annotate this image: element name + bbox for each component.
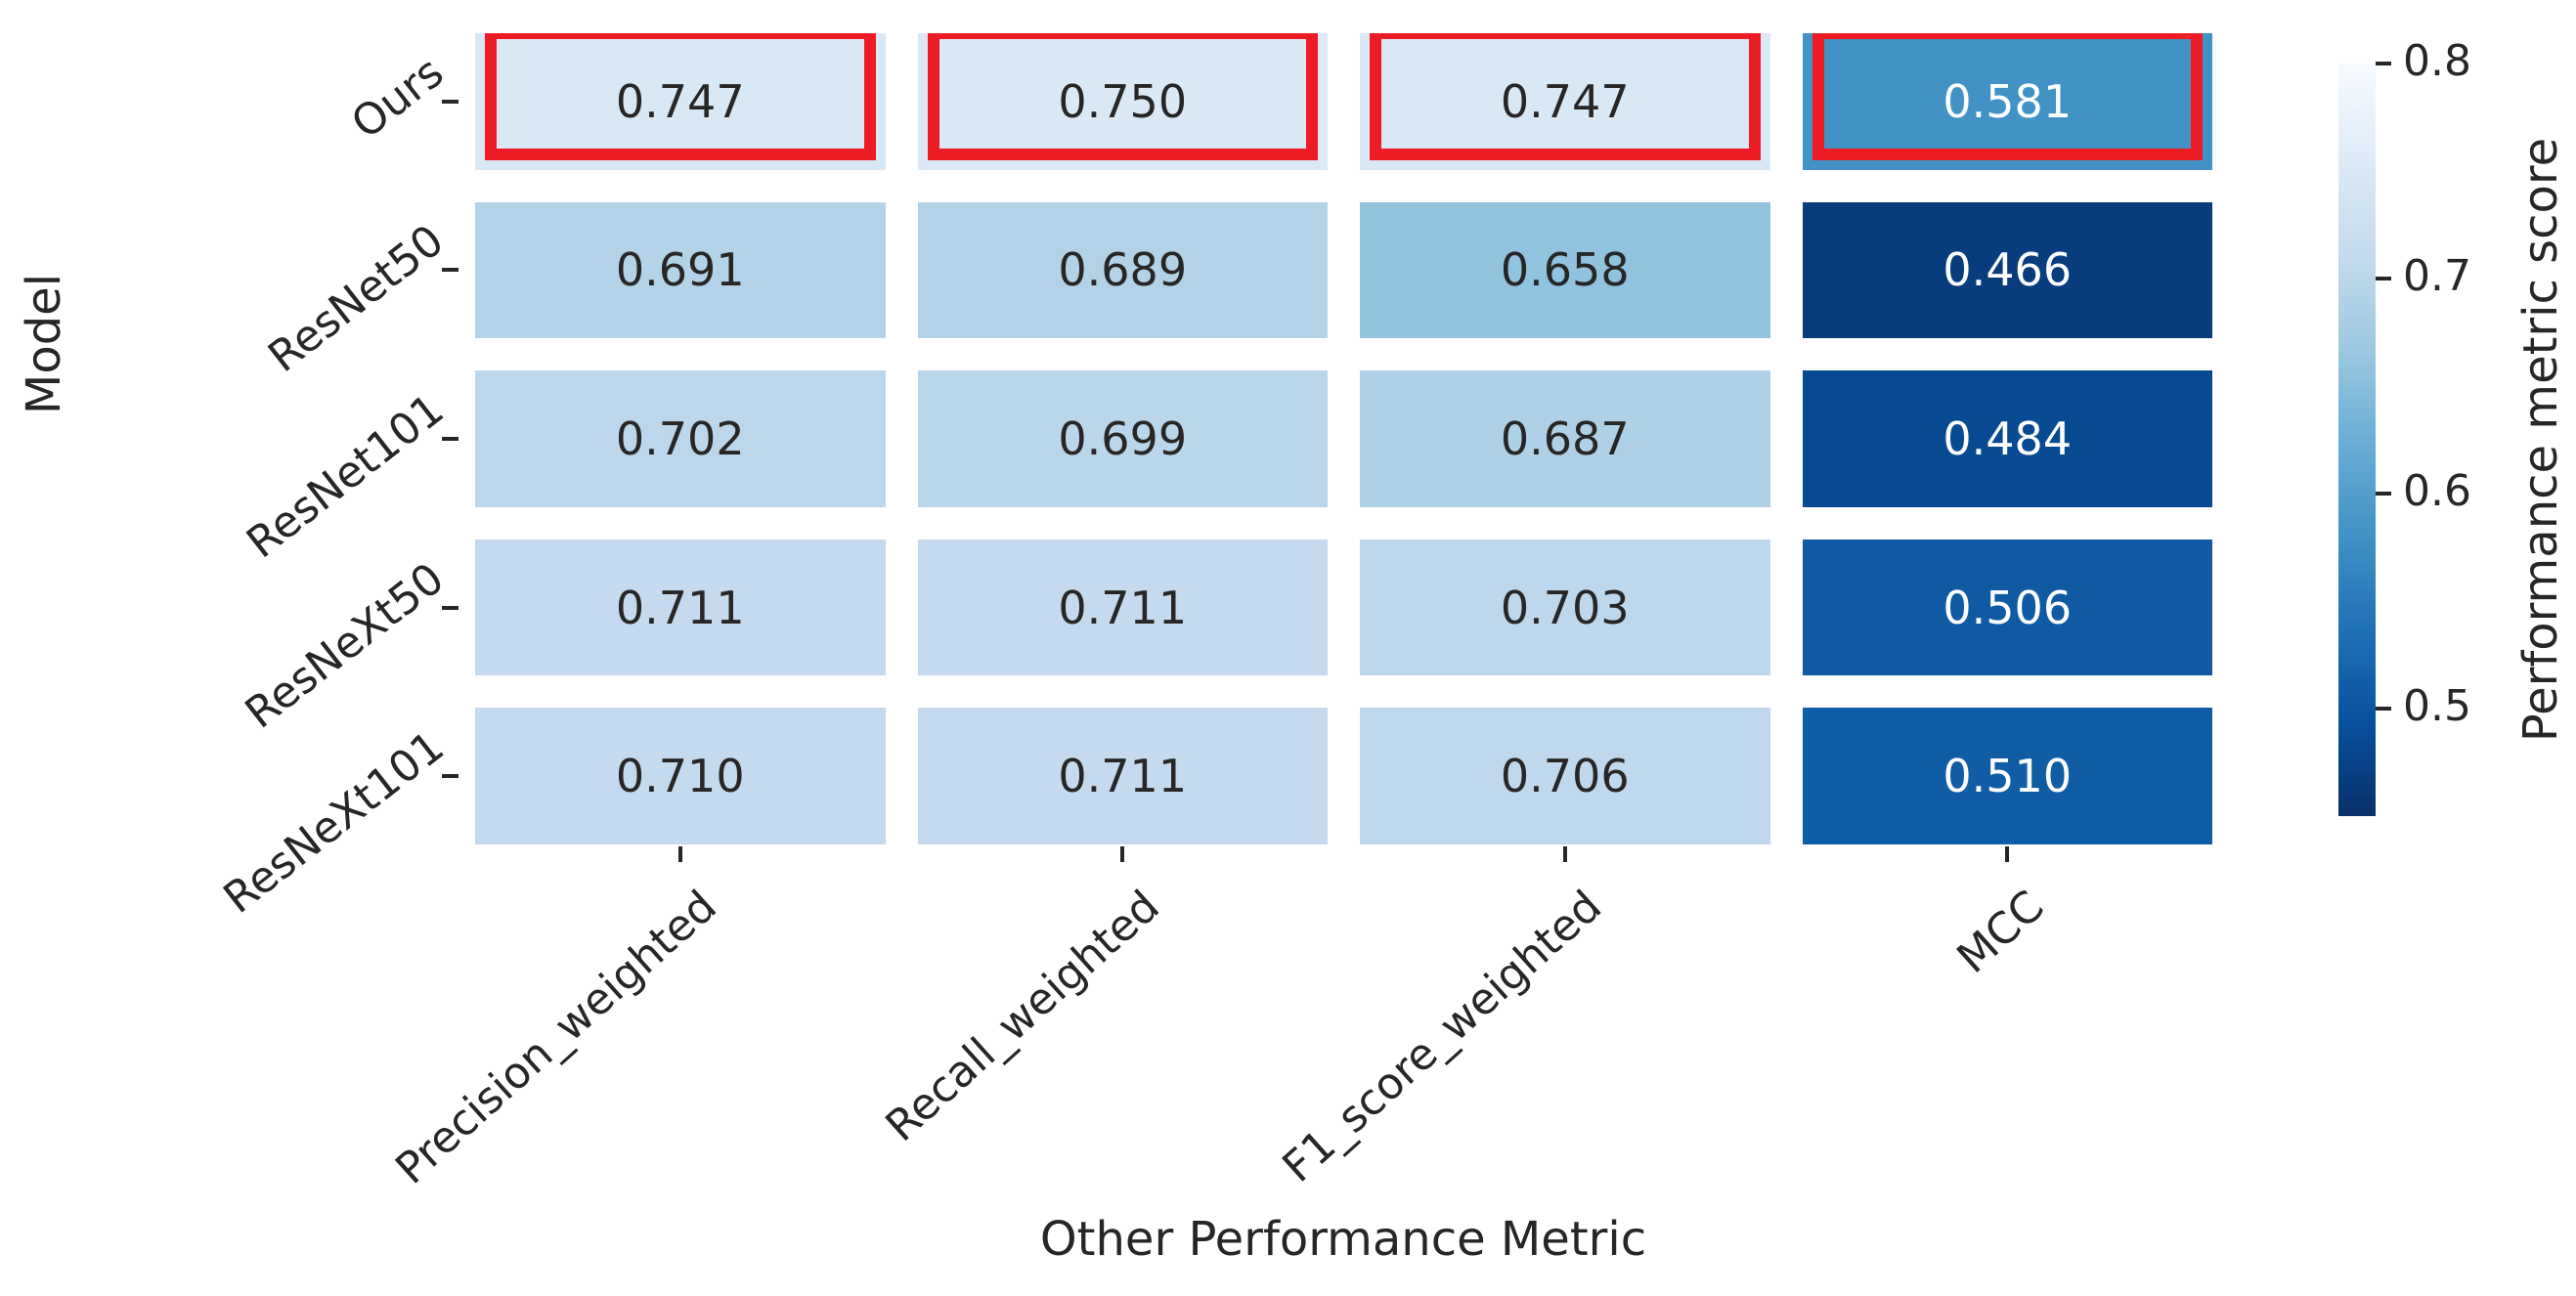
x-tick-mark <box>1120 846 1125 862</box>
colorbar-tick-mark <box>2376 277 2391 281</box>
cell-value: 0.506 <box>1943 581 2073 634</box>
x-tick-label: Precision_weighted <box>386 881 726 1194</box>
colorbar-tick-label: 0.7 <box>2403 251 2471 301</box>
heatmap-cell: 0.691 <box>475 201 886 339</box>
colorbar <box>2338 64 2376 816</box>
heatmap-cell: 0.687 <box>1360 370 1770 507</box>
cell-value: 0.747 <box>1500 74 1630 128</box>
heatmap-cell: 0.711 <box>917 708 1328 844</box>
colorbar-tick-label: 0.6 <box>2403 466 2471 516</box>
heatmap-cell: 0.710 <box>475 708 886 844</box>
cell-value: 0.711 <box>615 581 745 634</box>
cell-value: 0.750 <box>1058 74 1188 128</box>
y-tick-label: ResNeXt101 <box>214 721 454 924</box>
y-tick-mark <box>442 268 458 273</box>
heatmap-grid: 0.747 0.750 0.747 0.581 0.691 0.689 0.658 0.466… <box>475 33 2212 844</box>
y-tick-label: ResNet50 <box>259 215 454 383</box>
cell-value: 0.691 <box>615 243 745 297</box>
x-tick-mark <box>1562 846 1567 862</box>
x-tick-label: Recall_weighted <box>876 881 1169 1152</box>
heatmap-cell: 0.747 <box>1360 33 1770 170</box>
cell-value: 0.706 <box>1500 750 1630 803</box>
cell-value: 0.702 <box>615 411 745 465</box>
heatmap-cell: 0.484 <box>1802 370 2212 507</box>
heatmap-cell: 0.750 <box>917 33 1328 170</box>
x-tick-mark <box>677 846 682 862</box>
heatmap-cell: 0.699 <box>917 370 1328 507</box>
cell-value: 0.687 <box>1500 411 1630 465</box>
colorbar-tick-label: 0.5 <box>2403 681 2471 731</box>
cell-value: 0.510 <box>1943 750 2073 803</box>
x-tick-label: MCC <box>1947 881 2054 983</box>
y-tick-mark <box>442 99 458 104</box>
heatmap-cell: 0.747 <box>475 33 886 170</box>
y-axis-label: Model <box>17 273 71 415</box>
cell-value: 0.484 <box>1943 411 2073 465</box>
y-tick-label: ResNet101 <box>238 384 454 569</box>
heatmap-cell: 0.711 <box>475 539 886 676</box>
y-tick-label: Ours <box>342 47 454 150</box>
cell-value: 0.711 <box>1058 581 1188 634</box>
cell-value: 0.689 <box>1058 243 1188 297</box>
colorbar-tick-mark <box>2376 707 2391 711</box>
y-tick-mark <box>442 605 458 610</box>
cell-value: 0.699 <box>1058 411 1188 465</box>
x-tick-mark <box>2005 846 2010 862</box>
heatmap-cell: 0.466 <box>1802 201 2212 339</box>
cell-value: 0.710 <box>615 750 745 803</box>
colorbar-label: Performance metric score <box>2513 137 2568 743</box>
heatmap-cell: 0.703 <box>1360 539 1770 676</box>
cell-value: 0.703 <box>1500 581 1630 634</box>
heatmap-cell: 0.658 <box>1360 201 1770 339</box>
x-tick-label: F1_score_weighted <box>1273 881 1611 1192</box>
colorbar-tick-mark <box>2376 62 2391 65</box>
heatmap-cell: 0.510 <box>1802 708 2212 844</box>
heatmap-cell: 0.506 <box>1802 539 2212 676</box>
colorbar-tick-label: 0.8 <box>2403 36 2471 86</box>
x-axis-label: Other Performance Metric <box>1039 1212 1647 1267</box>
heatmap-cell: 0.689 <box>917 201 1328 339</box>
cell-value: 0.747 <box>615 74 745 128</box>
cell-value: 0.581 <box>1943 74 2073 128</box>
y-tick-mark <box>442 437 458 441</box>
cell-value: 0.658 <box>1500 243 1630 297</box>
heatmap-cell: 0.711 <box>917 539 1328 676</box>
cell-value: 0.711 <box>1058 750 1188 803</box>
heatmap-cell: 0.581 <box>1802 33 2212 170</box>
colorbar-tick-mark <box>2376 492 2391 496</box>
y-tick-label: ResNeXt50 <box>236 552 454 739</box>
y-tick-mark <box>442 774 458 779</box>
heatmap-cell: 0.702 <box>475 370 886 507</box>
heatmap-cell: 0.706 <box>1360 708 1770 844</box>
cell-value: 0.466 <box>1943 243 2073 297</box>
